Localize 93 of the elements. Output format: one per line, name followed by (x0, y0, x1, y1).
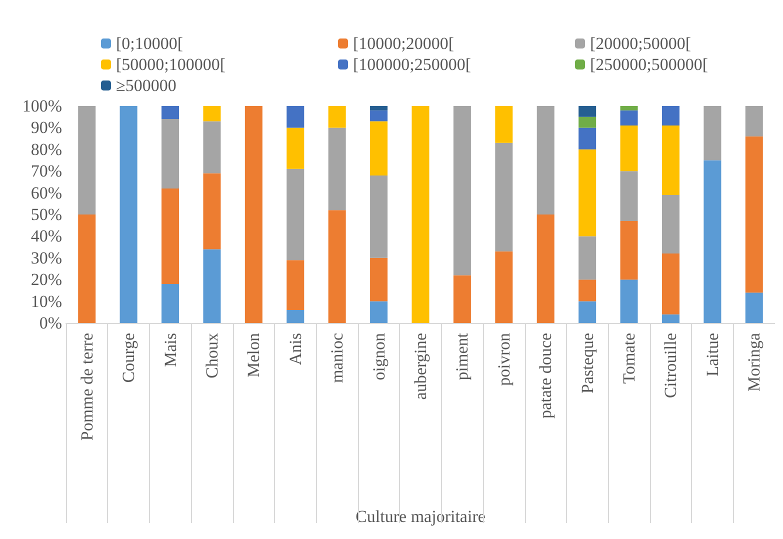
bar (620, 171, 638, 222)
bar (78, 106, 96, 214)
bar (662, 194, 680, 254)
bar (662, 314, 680, 323)
x-tick-label: manioc (328, 332, 347, 384)
bar (495, 106, 513, 143)
bar (203, 249, 221, 323)
y-tick-label: 70% (30, 162, 62, 181)
y-tick-label: 20% (30, 270, 62, 290)
y-tick-label: 10% (30, 292, 62, 311)
legend-label: [10000;20000[ (353, 34, 454, 53)
y-tick-label: 30% (30, 248, 62, 268)
bar (578, 128, 596, 150)
bar (370, 175, 388, 258)
y-tick-label: 90% (30, 118, 62, 138)
bar (120, 106, 138, 323)
bar (578, 236, 596, 280)
bar (162, 284, 180, 323)
bar (745, 106, 763, 136)
bar (578, 149, 596, 236)
bar (453, 275, 471, 323)
x-tick-label: piment (452, 332, 472, 380)
legend-label: [100000;250000[ (353, 55, 472, 74)
bar (328, 210, 346, 323)
bar (620, 106, 638, 110)
bar (578, 116, 596, 128)
bar (286, 128, 304, 169)
bar (704, 106, 722, 160)
bar (495, 142, 513, 252)
bar (453, 106, 471, 276)
bar (370, 121, 388, 176)
x-tick-label: Mais (160, 333, 180, 367)
legend-label: ≥500000 (116, 76, 176, 95)
x-tick-label: Moringa (744, 332, 764, 392)
bar (620, 221, 638, 280)
bar (662, 254, 680, 314)
bar (162, 188, 180, 284)
bar (370, 106, 388, 110)
bar (286, 260, 304, 310)
legend-label: [250000;500000[ (590, 55, 708, 74)
x-tick-label: poivron (494, 332, 514, 386)
y-tick-label: 60% (30, 183, 62, 202)
bar (536, 106, 554, 214)
bar (745, 136, 763, 293)
bar (370, 301, 388, 323)
bar (78, 214, 96, 323)
bar (370, 110, 388, 122)
bar (578, 106, 596, 117)
legend-label: [50000;100000[ (116, 55, 226, 74)
bar (162, 106, 180, 120)
bar (662, 106, 680, 126)
x-tick-label: Anis (286, 333, 305, 366)
x-tick-label: Pomme de terre (77, 333, 96, 441)
x-tick-label: Courge (119, 333, 138, 383)
bar (745, 292, 763, 323)
bar (286, 106, 304, 128)
y-tick-label: 50% (30, 205, 62, 224)
bar (620, 126, 638, 172)
legend-label: [0;10000[ (116, 34, 184, 53)
bar (620, 280, 638, 323)
bar (578, 280, 596, 302)
bar (412, 106, 430, 323)
y-tick-label: 0% (39, 314, 62, 332)
x-tick-label: oignon (369, 332, 388, 380)
x-tick-label: Choux (202, 332, 222, 378)
bar (536, 214, 554, 323)
bar (203, 121, 221, 174)
bar (328, 128, 346, 210)
bar (370, 258, 388, 302)
bar (203, 173, 221, 250)
bar (244, 106, 262, 323)
bar (286, 310, 304, 323)
x-tick-label: Citrouille (661, 333, 680, 398)
x-tick-label: Melon (244, 332, 264, 378)
y-tick-label: 100% (22, 96, 62, 116)
x-tick-label: Pasteque (578, 333, 597, 394)
bar (704, 160, 722, 323)
bar (620, 110, 638, 126)
legend-label: [20000;50000[ (590, 34, 692, 53)
bar (328, 106, 346, 128)
y-tick-label: 80% (30, 140, 62, 159)
x-tick-label: Laitue (702, 333, 722, 376)
bar (578, 301, 596, 323)
bar (286, 168, 304, 260)
bar (162, 119, 180, 188)
bar (662, 126, 680, 195)
x-axis-title: Culture majoritaire (356, 507, 486, 526)
y-tick-label: 40% (30, 226, 62, 246)
x-tick-label: patate douce (536, 333, 556, 418)
bar (203, 106, 221, 122)
bar (495, 251, 513, 323)
x-tick-label: Tomate (620, 333, 639, 384)
x-tick-label: aubergine (411, 333, 430, 400)
